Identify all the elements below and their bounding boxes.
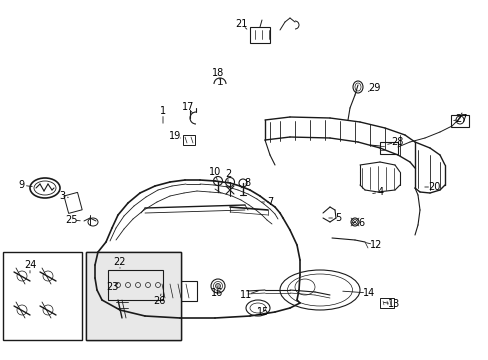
Text: 22: 22 [114, 257, 126, 267]
Text: 25: 25 [64, 215, 77, 225]
Text: 13: 13 [387, 299, 399, 309]
Text: 27: 27 [455, 114, 468, 124]
Bar [86, 252, 181, 340]
Text: 17: 17 [182, 102, 194, 112]
Text: 16: 16 [210, 288, 223, 298]
Bar [450, 115, 468, 127]
Text: 20: 20 [427, 182, 439, 192]
Text: 9: 9 [18, 180, 24, 190]
Text: 4: 4 [377, 187, 383, 197]
Text: 24: 24 [24, 260, 36, 270]
Text: 2: 2 [224, 169, 231, 179]
Bar [64, 192, 82, 213]
Text: 21: 21 [234, 19, 246, 29]
Bar [108, 270, 163, 300]
Text: 18: 18 [211, 68, 224, 78]
Bar [86, 252, 181, 340]
Bar [86, 252, 181, 340]
Text: 5: 5 [334, 213, 341, 223]
Text: 3: 3 [59, 191, 65, 201]
Text: 23: 23 [105, 282, 118, 292]
Bar [183, 135, 195, 145]
Text: 26: 26 [153, 296, 165, 306]
Ellipse shape [215, 284, 220, 288]
Bar [379, 142, 397, 154]
Text: 12: 12 [369, 240, 382, 250]
Text: 14: 14 [362, 288, 374, 298]
Text: 10: 10 [208, 167, 221, 177]
Text: 11: 11 [240, 290, 252, 300]
Bar [3, 252, 82, 340]
Text: 15: 15 [256, 307, 268, 317]
Text: 29: 29 [367, 83, 379, 93]
Text: 28: 28 [390, 137, 403, 147]
Text: 7: 7 [266, 197, 273, 207]
Text: 8: 8 [244, 178, 249, 188]
Text: 19: 19 [168, 131, 181, 141]
Bar [379, 298, 393, 308]
Text: 6: 6 [357, 218, 364, 228]
Text: 1: 1 [160, 106, 166, 116]
Bar [157, 281, 197, 301]
Bar [249, 27, 269, 43]
